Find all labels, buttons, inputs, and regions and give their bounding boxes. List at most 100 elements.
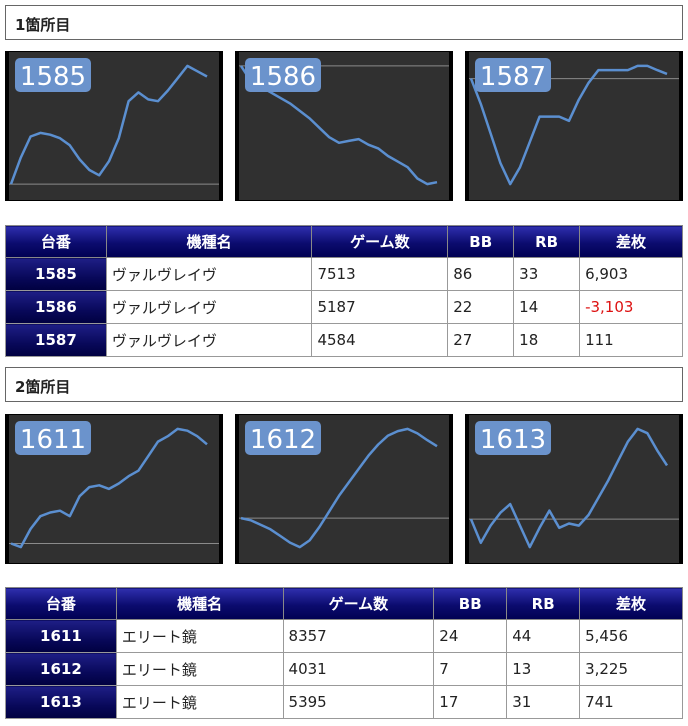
series-line bbox=[10, 427, 208, 549]
column-header-diff[interactable]: 差枚 bbox=[579, 587, 683, 620]
table-row[interactable]: 1612 エリート鏡 4031 7 13 3,225 bbox=[5, 652, 683, 686]
chart-label-text: 1587 bbox=[480, 62, 546, 92]
diff-cell: 111 bbox=[579, 323, 683, 357]
column-header-rb[interactable]: RB bbox=[513, 225, 581, 258]
rb-cell: 13 bbox=[506, 652, 581, 686]
rb-cell: 33 bbox=[513, 257, 581, 291]
games-cell: 7513 bbox=[311, 257, 449, 291]
machine-name-cell: ヴァルヴレイヴ bbox=[105, 323, 313, 357]
chart-label-badge: 1611 bbox=[15, 421, 91, 455]
chart-1586: 1586 bbox=[239, 58, 449, 186]
chart-label-box bbox=[245, 58, 321, 92]
column-header-machine[interactable]: 機種名 bbox=[105, 225, 313, 258]
chart-panel-1612[interactable]: 1612 bbox=[235, 414, 453, 564]
games-cell: 4584 bbox=[311, 323, 449, 357]
games-cell: 5395 bbox=[282, 685, 435, 719]
chart-label-box bbox=[15, 421, 91, 455]
column-header-bb[interactable]: BB bbox=[433, 587, 508, 620]
table-row[interactable]: 1613 エリート鏡 5395 17 31 741 bbox=[5, 685, 683, 719]
chart-label-text: 1586 bbox=[250, 62, 316, 92]
machine-id-cell[interactable]: 1613 bbox=[5, 685, 117, 719]
series-line bbox=[9, 64, 208, 185]
chart-1611: 1611 bbox=[9, 421, 219, 549]
column-header-id[interactable]: 台番 bbox=[5, 225, 107, 258]
games-cell: 5187 bbox=[311, 290, 449, 324]
chart-panel-1613[interactable]: 1613 bbox=[465, 414, 683, 564]
chart-1585: 1585 bbox=[9, 58, 219, 185]
chart-label-badge: 1613 bbox=[475, 421, 551, 455]
column-header-machine[interactable]: 機種名 bbox=[115, 587, 284, 620]
chart-panel-1611[interactable]: 1611 bbox=[5, 414, 223, 564]
bb-cell: 17 bbox=[433, 685, 508, 719]
diff-cell: -3,103 bbox=[579, 290, 683, 324]
machine-name-cell: ヴァルヴレイヴ bbox=[105, 290, 313, 324]
rb-cell: 14 bbox=[513, 290, 581, 324]
column-header-games[interactable]: ゲーム数 bbox=[311, 225, 449, 258]
chart-1587: 1587 bbox=[469, 58, 679, 186]
series-line bbox=[240, 427, 438, 549]
chart-panel-1585[interactable]: 1585 bbox=[5, 51, 223, 201]
bb-cell: 86 bbox=[447, 257, 515, 291]
chart-label-box bbox=[475, 58, 551, 92]
diff-cell: 741 bbox=[579, 685, 683, 719]
diff-cell: 3,225 bbox=[579, 652, 683, 686]
machine-id-cell[interactable]: 1612 bbox=[5, 652, 117, 686]
chart-label-badge: 1587 bbox=[475, 58, 551, 92]
column-header-bb[interactable]: BB bbox=[447, 225, 515, 258]
table-row[interactable]: 1585 ヴァルヴレイヴ 7513 86 33 6,903 bbox=[5, 257, 683, 291]
machine-name-cell: エリート鏡 bbox=[115, 619, 284, 653]
chart-1612: 1612 bbox=[239, 421, 449, 549]
table-row[interactable]: 1586 ヴァルヴレイヴ 5187 22 14 -3,103 bbox=[5, 290, 683, 324]
rb-cell: 31 bbox=[506, 685, 581, 719]
rb-cell: 44 bbox=[506, 619, 581, 653]
chart-label-badge: 1586 bbox=[245, 58, 321, 92]
data-table-1: 台番 機種名 ゲーム数 BB RB 差枚 1585 ヴァルヴレイヴ 7513 8… bbox=[5, 225, 683, 357]
machine-id-cell[interactable]: 1585 bbox=[5, 257, 107, 291]
section-title-text: 1箇所目 bbox=[15, 16, 71, 34]
machine-name-cell: エリート鏡 bbox=[115, 685, 284, 719]
games-cell: 4031 bbox=[282, 652, 435, 686]
diff-cell: 5,456 bbox=[579, 619, 683, 653]
machine-name-cell: ヴァルヴレイヴ bbox=[105, 257, 313, 291]
chart-label-box bbox=[245, 421, 321, 455]
column-header-rb[interactable]: RB bbox=[506, 587, 581, 620]
chart-panel-1587[interactable]: 1587 bbox=[465, 51, 683, 201]
chart-1613: 1613 bbox=[469, 421, 679, 549]
chart-label-text: 1612 bbox=[250, 425, 316, 455]
rb-cell: 18 bbox=[513, 323, 581, 357]
chart-label-text: 1613 bbox=[480, 425, 546, 455]
column-header-diff[interactable]: 差枚 bbox=[579, 225, 683, 258]
chart-label-text: 1611 bbox=[20, 425, 86, 455]
section-title-2: 2箇所目 bbox=[5, 367, 683, 402]
charts-row-1: 1585 1586 1587 bbox=[5, 51, 683, 201]
chart-panel-1586[interactable]: 1586 bbox=[235, 51, 453, 201]
table-row[interactable]: 1611 エリート鏡 8357 24 44 5,456 bbox=[5, 619, 683, 653]
chart-label-box bbox=[15, 58, 91, 92]
games-cell: 8357 bbox=[282, 619, 435, 653]
section-title-1: 1箇所目 bbox=[5, 5, 683, 40]
charts-row-2: 1611 1612 1613 bbox=[5, 414, 683, 564]
column-header-id[interactable]: 台番 bbox=[5, 587, 117, 620]
machine-id-cell[interactable]: 1586 bbox=[5, 290, 107, 324]
series-line bbox=[469, 427, 669, 549]
bb-cell: 27 bbox=[447, 323, 515, 357]
chart-label-text: 1585 bbox=[20, 62, 86, 92]
series-line bbox=[239, 65, 438, 186]
bb-cell: 24 bbox=[433, 619, 508, 653]
bb-cell: 7 bbox=[433, 652, 508, 686]
table-header-row: 台番 機種名 ゲーム数 BB RB 差枚 bbox=[5, 225, 683, 258]
machine-id-cell[interactable]: 1587 bbox=[5, 323, 107, 357]
table-header-row: 台番 機種名 ゲーム数 BB RB 差枚 bbox=[5, 587, 683, 620]
bb-cell: 22 bbox=[447, 290, 515, 324]
chart-label-badge: 1585 bbox=[15, 58, 91, 92]
machine-id-cell[interactable]: 1611 bbox=[5, 619, 117, 653]
diff-cell: 6,903 bbox=[579, 257, 683, 291]
chart-label-badge: 1612 bbox=[245, 421, 321, 455]
chart-label-box bbox=[475, 421, 551, 455]
table-row[interactable]: 1587 ヴァルヴレイヴ 4584 27 18 111 bbox=[5, 323, 683, 357]
column-header-games[interactable]: ゲーム数 bbox=[282, 587, 435, 620]
section-title-text: 2箇所目 bbox=[15, 378, 71, 396]
data-table-2: 台番 機種名 ゲーム数 BB RB 差枚 1611 エリート鏡 8357 24 … bbox=[5, 587, 683, 719]
machine-name-cell: エリート鏡 bbox=[115, 652, 284, 686]
series-line bbox=[469, 64, 668, 186]
